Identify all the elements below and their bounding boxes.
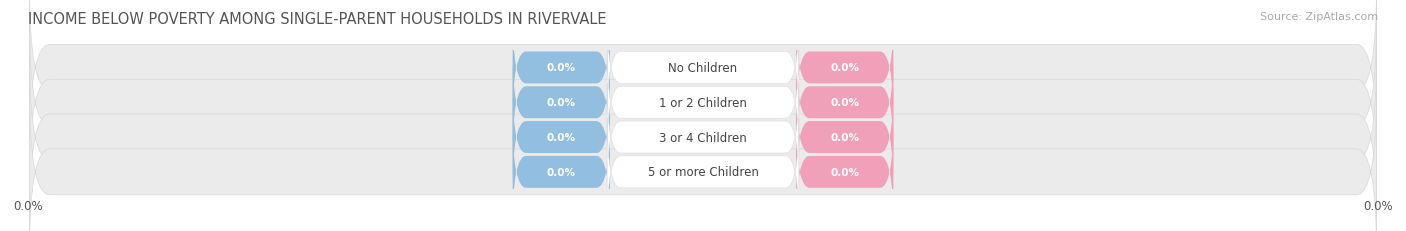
FancyBboxPatch shape [30, 91, 1376, 231]
FancyBboxPatch shape [796, 84, 893, 191]
Text: 0.0%: 0.0% [547, 98, 576, 108]
Text: 0.0%: 0.0% [830, 98, 859, 108]
FancyBboxPatch shape [607, 49, 799, 156]
FancyBboxPatch shape [30, 0, 1376, 149]
Text: 0.0%: 0.0% [830, 132, 859, 143]
Text: 1 or 2 Children: 1 or 2 Children [659, 96, 747, 109]
Text: 0.0%: 0.0% [547, 63, 576, 73]
Text: 0.0%: 0.0% [830, 167, 859, 177]
Text: 0.0%: 0.0% [547, 132, 576, 143]
Text: 5 or more Children: 5 or more Children [648, 166, 758, 179]
Text: 0.0%: 0.0% [830, 63, 859, 73]
FancyBboxPatch shape [796, 119, 893, 225]
FancyBboxPatch shape [513, 15, 610, 122]
FancyBboxPatch shape [796, 15, 893, 122]
Text: No Children: No Children [668, 62, 738, 75]
Text: 3 or 4 Children: 3 or 4 Children [659, 131, 747, 144]
FancyBboxPatch shape [607, 15, 799, 122]
FancyBboxPatch shape [796, 49, 893, 156]
Text: 0.0%: 0.0% [547, 167, 576, 177]
Text: Source: ZipAtlas.com: Source: ZipAtlas.com [1260, 12, 1378, 21]
FancyBboxPatch shape [513, 49, 610, 156]
FancyBboxPatch shape [607, 84, 799, 191]
FancyBboxPatch shape [513, 84, 610, 191]
FancyBboxPatch shape [30, 22, 1376, 184]
FancyBboxPatch shape [30, 56, 1376, 219]
FancyBboxPatch shape [607, 119, 799, 225]
Text: INCOME BELOW POVERTY AMONG SINGLE-PARENT HOUSEHOLDS IN RIVERVALE: INCOME BELOW POVERTY AMONG SINGLE-PARENT… [28, 12, 606, 27]
FancyBboxPatch shape [513, 119, 610, 225]
